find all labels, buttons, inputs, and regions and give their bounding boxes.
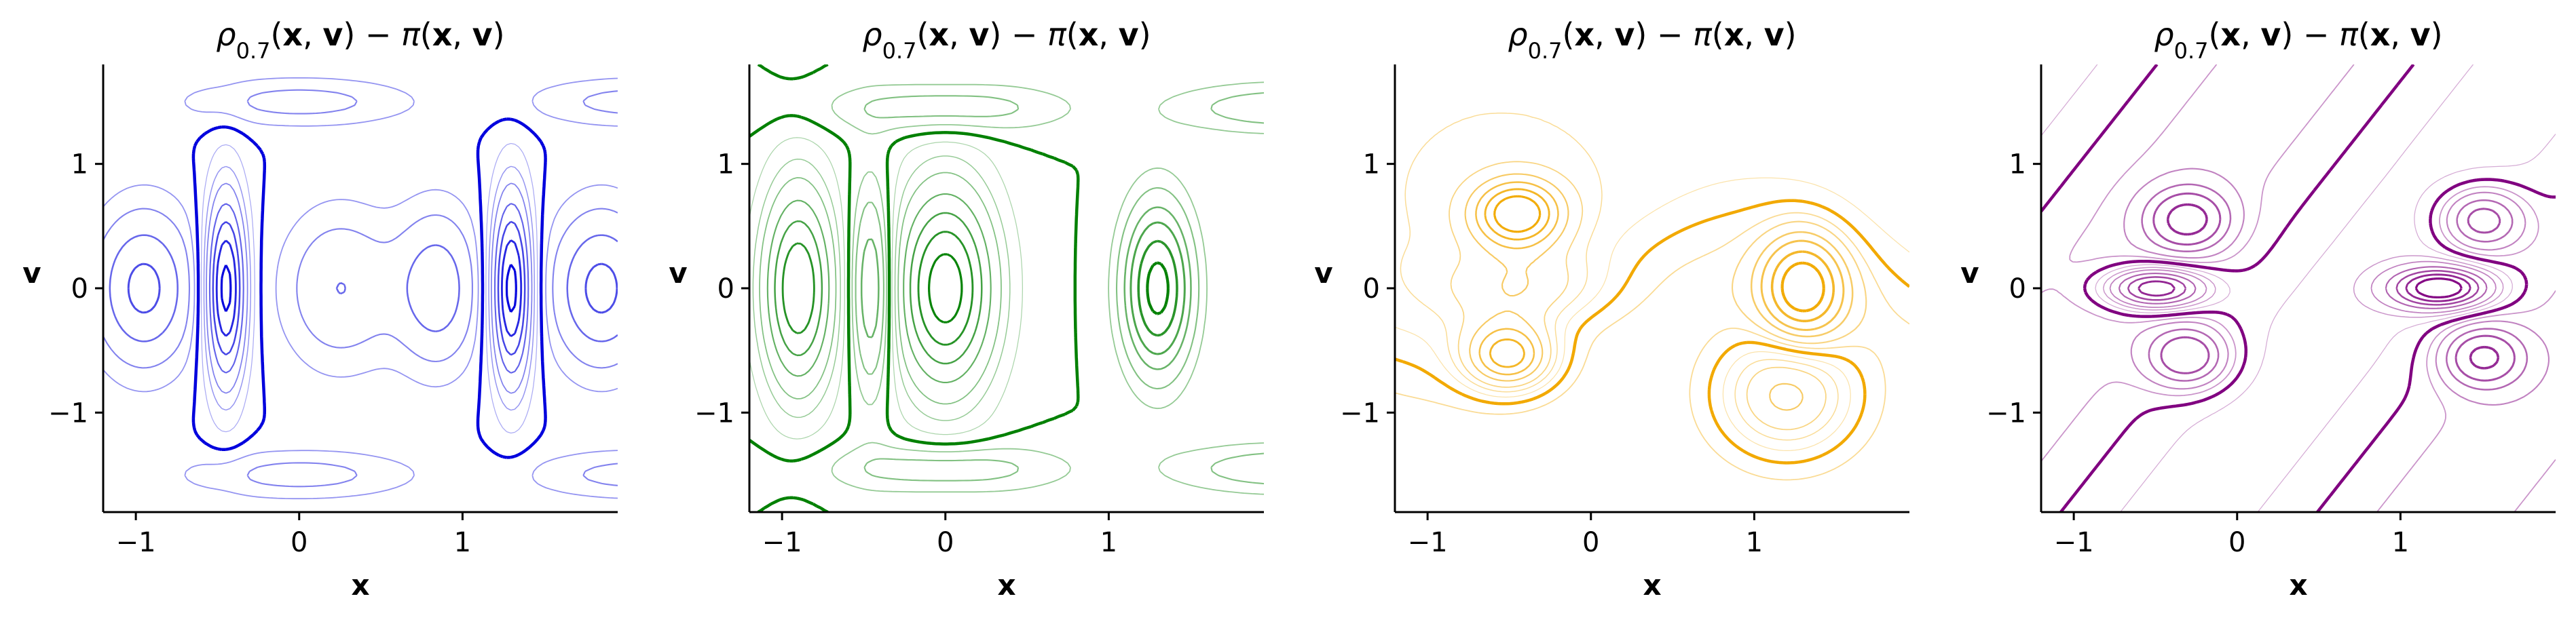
contour-lines [2041, 64, 2556, 512]
contour-level [1400, 112, 1839, 441]
y-tick-label: 0 [2009, 273, 2026, 305]
contour-level [191, 117, 547, 459]
contour-level [1395, 212, 1909, 481]
x-tick-label: −1 [116, 527, 156, 558]
contour-level [752, 155, 1011, 421]
contour-level [1395, 199, 1909, 465]
panel-title: ρ0.7(x, v) − π(x, v) [862, 16, 1151, 64]
y-tick-label: −1 [1340, 397, 1380, 429]
contour-level [831, 81, 1264, 495]
contour-level [2109, 260, 2497, 314]
contour-level [1146, 261, 1170, 315]
contour-lines [749, 64, 1264, 512]
y-tick-label: 1 [1363, 149, 1380, 180]
contour-level [1493, 195, 1542, 233]
contour-level [759, 172, 1002, 405]
y-tick-label: −1 [48, 397, 88, 429]
contour-level [2102, 255, 2504, 318]
contour-level [2141, 183, 2528, 391]
contour-level [215, 239, 523, 338]
contour-level [1770, 250, 1835, 323]
contour-level [781, 231, 974, 346]
contour-panel-2: −1 0 1 −1 0 1 x v ρ0.7(x, v) − π(x, v) [669, 16, 1264, 602]
contour-panel-3: −1 0 1 −1 0 1 x v ρ0.7(x, v) − π(x, v) [1314, 16, 1909, 602]
contour-level [203, 165, 536, 411]
y-tick-label: 0 [1363, 273, 1380, 305]
contour-level [212, 220, 526, 356]
x-tick-label: 0 [2228, 527, 2245, 558]
panel-title: ρ0.7(x, v) − π(x, v) [1508, 16, 1796, 64]
contour-level [927, 253, 963, 324]
contour-level [2127, 270, 2480, 306]
y-tick-label: 1 [2009, 149, 2026, 180]
x-axis-label: x [351, 568, 369, 602]
contour-level [1750, 231, 1854, 338]
panel-title: ρ0.7(x, v) − π(x, v) [2154, 16, 2442, 64]
x-tick-label: −1 [762, 527, 802, 558]
contour-level [2123, 168, 2550, 406]
contour-level [1395, 177, 1909, 452]
y-tick-label: −1 [694, 397, 734, 429]
contour-level [1137, 239, 1178, 337]
y-axis-label: v [22, 256, 41, 290]
contour-level [749, 64, 1080, 512]
x-tick-label: 1 [1100, 527, 1117, 558]
y-tick-label: 0 [717, 273, 734, 305]
x-tick-label: −1 [2054, 527, 2094, 558]
contour-level [103, 77, 618, 500]
x-tick-label: 0 [291, 527, 307, 558]
x-tick-label: 1 [2392, 527, 2409, 558]
contour-level [2041, 64, 2556, 512]
x-tick-label: 1 [1746, 527, 1763, 558]
contour-level [855, 92, 1264, 485]
y-tick-label: −1 [1986, 397, 2026, 429]
contour-level [1780, 261, 1825, 313]
contour-level [2152, 192, 2516, 382]
y-axis-label: v [669, 256, 687, 290]
panel-title: ρ0.7(x, v) − π(x, v) [216, 16, 504, 64]
y-axis-label: v [1314, 256, 1332, 290]
contour-level [774, 212, 983, 365]
contour-panel-1: −1 0 1 −1 0 1 x v ρ0.7(x, v) − π(x, v) [22, 16, 618, 602]
contour-level [860, 206, 1192, 370]
contour-level [109, 234, 618, 343]
x-tick-label: 1 [454, 527, 471, 558]
x-axis-label: x [997, 568, 1015, 602]
y-tick-label: 1 [71, 149, 88, 180]
contour-level [208, 203, 529, 374]
x-tick-label: 0 [1582, 527, 1599, 558]
contour-level [766, 193, 992, 383]
x-axis-label: x [2289, 568, 2307, 602]
contour-level [2118, 266, 2488, 309]
contour-level [1731, 220, 1867, 345]
contour-level [1484, 188, 1550, 368]
contour-level [1760, 239, 1845, 331]
y-axis-label: v [1960, 256, 1979, 290]
contour-lines [103, 77, 618, 500]
contour-level [220, 264, 517, 313]
contour-level [103, 89, 618, 488]
contour-level [2166, 203, 2500, 370]
contour-lines [1395, 112, 1909, 481]
contour-level [2414, 277, 2463, 299]
contour-level [1130, 221, 1186, 355]
y-tick-label: 0 [71, 273, 88, 305]
contour-level [127, 262, 618, 314]
contour-level [1475, 181, 1559, 376]
contour-level [2138, 273, 2471, 303]
x-axis-label: x [1643, 568, 1661, 602]
y-tick-label: 1 [717, 149, 734, 180]
contour-panel-4: −1 0 1 −1 0 1 x v ρ0.7(x, v) − π(x, v) [1960, 16, 2556, 602]
contour-level [206, 182, 533, 394]
contour-level [1449, 161, 1827, 431]
contour-level [1464, 173, 1804, 411]
contour-level [749, 137, 1024, 440]
x-tick-label: −1 [1408, 527, 1448, 558]
contour-level [200, 142, 538, 434]
x-tick-label: 0 [937, 527, 954, 558]
